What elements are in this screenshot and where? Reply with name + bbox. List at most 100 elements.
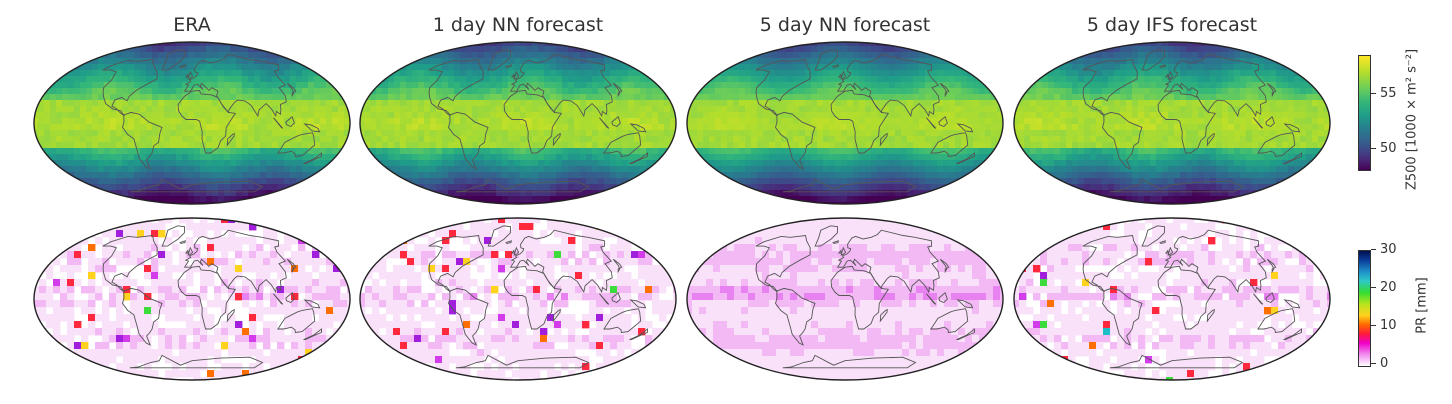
coastline [1082,235,1138,293]
coastline [102,59,158,117]
coastline [1157,89,1217,154]
coastline [1102,111,1143,170]
field-layer [1014,42,1330,204]
z500-tick-55: 55 [1371,86,1397,101]
map-svg [359,217,677,381]
column-title-5day-ifs: 5 day IFS forecast [1086,14,1258,36]
coastline [303,152,322,165]
coastline [836,229,940,294]
coastline [226,308,235,323]
map-border [1013,41,1331,205]
z500-map-1day-nn [358,40,678,206]
coastline [599,117,610,129]
coastline [629,299,647,309]
coastline [513,246,520,256]
column-title-5day-nn: 5 day NN forecast [759,14,931,36]
coastline [611,116,621,128]
coastline [513,70,520,80]
field-layer [1014,218,1330,380]
coastline [183,229,287,294]
pr-tick-20: 20 [1371,280,1397,295]
coastline [184,249,189,254]
coastline [603,308,642,334]
coastline [179,64,186,68]
coastline [177,265,237,330]
coastline [1163,229,1267,294]
coastline [939,82,950,98]
coastline [1265,116,1275,128]
coastline [956,152,975,165]
map-border [686,41,1004,205]
coastline [129,354,264,369]
coastline [1266,82,1277,98]
coastline [755,59,811,117]
coastline [1257,308,1296,334]
coastline [836,53,940,118]
coastline [187,246,194,256]
coastline [814,225,838,247]
coastline [1283,299,1301,309]
coastline [1253,293,1264,305]
coastline [503,265,563,330]
pr-colorbar-label: PR [mm] [1414,277,1430,334]
coastline [1159,64,1166,68]
coastline [612,258,623,274]
coastline [837,249,842,254]
coastline [830,265,890,330]
coastline [277,132,316,158]
coastline [1167,70,1174,80]
coastline [1109,178,1244,193]
coastline [129,178,264,193]
pr-map-1day-nn [358,216,678,382]
column-title-1day-nn: 1 day NN forecast [432,14,604,36]
coastline [1266,258,1277,274]
coastline [187,70,194,80]
pr-colorbar [1358,250,1371,367]
coastline [552,132,561,147]
map-svg [686,217,1004,381]
map-border [33,41,351,205]
z500-colorbar-label: Z500 [1000 × m² s⁻²] [1404,48,1420,191]
map-border [1013,217,1331,381]
coastline [1253,117,1264,129]
coastline [510,249,515,254]
coastline [505,240,512,244]
coastline [487,49,511,71]
coastline [1109,354,1244,369]
coastline [1283,152,1302,165]
map-svg [1013,217,1331,381]
coastline [938,292,948,304]
coastline [303,123,321,133]
pr-tick-0: 0 [1371,356,1388,371]
coastline [930,132,969,158]
coastline [1206,132,1215,147]
coastline [1082,59,1138,117]
coastline [1283,328,1302,341]
coastline [552,308,561,323]
coastline [879,308,888,323]
coastline [1167,246,1174,256]
pr-tick-10: 10 [1371,318,1397,333]
coastline [286,258,297,274]
field-layer [360,42,676,204]
coastline [448,111,489,170]
coastline [1164,73,1169,78]
coastline [184,73,189,78]
coastline [840,70,847,80]
coastline [428,235,484,293]
map-svg [359,41,677,205]
field-layer [34,218,350,380]
coastline [303,299,321,309]
coastline [782,178,917,193]
coastline [285,116,295,128]
coastline [956,123,974,133]
pr-map-5day-ifs [1012,216,1332,382]
map-border [33,217,351,381]
coastline [487,225,511,247]
field-layer [687,218,1003,380]
coastline [956,328,975,341]
coastline [286,82,297,98]
coastline [122,111,163,170]
map-svg [33,41,351,205]
coastline [832,240,839,244]
